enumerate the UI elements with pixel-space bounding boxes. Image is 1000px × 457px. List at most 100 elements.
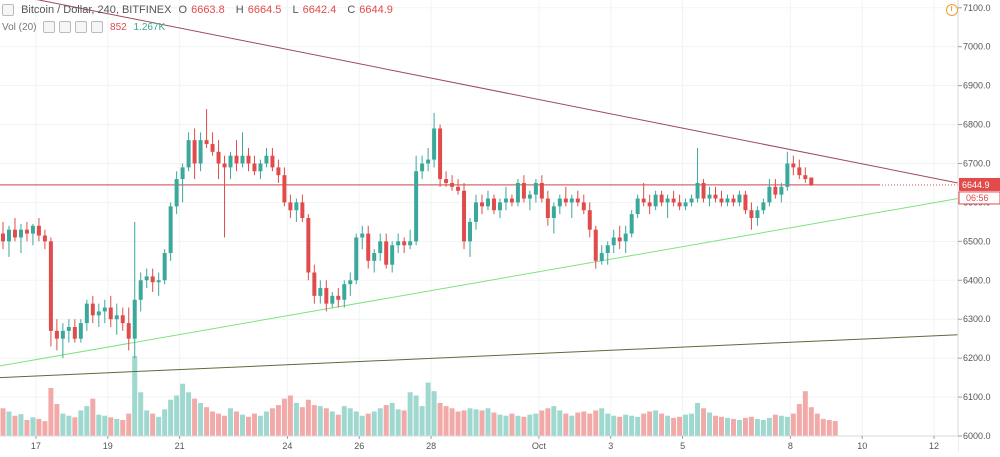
candle-body [198,140,203,164]
candle-body [288,202,293,211]
volume-bar [6,411,12,436]
candle-body [587,210,592,230]
candle-body [462,190,467,242]
candle-body [677,202,682,207]
candle-body [360,233,365,238]
volume-bar [263,411,269,436]
settings-icon[interactable] [59,21,72,33]
visibility-icon[interactable] [43,21,56,33]
candle-body [713,194,718,199]
volume-bar [557,410,563,436]
candle-body [791,163,796,168]
candle-body [396,241,401,246]
candle-body [258,163,263,172]
volume-bar [796,404,802,436]
volume-bar [329,411,335,436]
candle-body [384,241,389,265]
candle-body [509,198,514,203]
ohlc-high: H 6664.5 [235,4,282,16]
candle-body [48,241,53,331]
candle-body [605,245,610,254]
volume-bar [437,402,443,436]
volume-bar [754,418,760,436]
y-tick-label: 6800.0 [963,120,991,130]
candle-body [240,155,245,164]
candle-body [300,202,305,218]
volume-bar [443,406,449,436]
candle-body [438,128,443,180]
candle-body [773,186,778,195]
volume-bar [180,383,186,436]
candle-body [282,175,287,203]
candle-body [641,198,646,203]
volume-bar [730,418,736,436]
candle-body [497,202,502,211]
candle-body [324,288,329,304]
candle-body [629,214,634,234]
volume-bar [551,406,557,436]
candle-body [150,276,155,283]
volume-bar [269,408,275,436]
volume-bar [820,418,826,436]
volume-bar [611,415,617,436]
volume-bar [407,392,413,436]
candle-body [689,198,694,203]
volume-bar [251,413,257,436]
x-tick-label: 19 [103,441,113,451]
volume-bar [665,415,671,436]
candle-body [665,198,670,203]
candle-body [36,225,41,236]
volume-bar [18,414,24,436]
volume-bar [311,405,317,436]
volume-bar [198,402,204,436]
volume-bar [317,406,323,436]
volume-bar [766,417,772,436]
volume-bar [784,416,790,436]
x-tick-label: 21 [175,441,185,451]
x-tick-label: 17 [31,441,41,451]
volume-bar [144,410,150,436]
volume-bar [245,416,251,436]
candle-body [60,330,65,339]
volume-bar [216,413,222,436]
volume-bar [281,398,287,436]
volume-bar [701,408,707,436]
volume-bar [683,414,689,436]
volume-bar [222,415,228,436]
volume-bar [629,415,635,436]
volume-bar [659,413,665,436]
volume-bar [210,411,216,436]
candle-body [12,229,17,238]
volume-bar [545,408,551,436]
volume-bar [174,395,180,436]
volume-bar [497,414,503,436]
x-tick-label: Oct [532,441,547,451]
volume-bar [509,413,515,436]
candle-body [54,330,59,339]
symbol-title[interactable]: Bitcoin / Dollar, 240, BITFINEX [21,4,172,16]
volume-label[interactable]: Vol (20) [2,21,37,33]
candle-body [468,221,473,242]
candle-body [72,327,77,339]
candle-body [66,327,71,331]
clock-icon[interactable] [946,4,958,16]
y-tick-label: 6400.0 [963,275,991,285]
candle-body [785,163,790,187]
collapse-icon[interactable] [2,4,14,17]
volume-bar [790,413,796,436]
candle-body [557,198,562,207]
candle-body [611,237,616,246]
more-icon[interactable] [91,21,104,33]
candle-body [575,198,580,203]
close-icon[interactable] [75,21,88,33]
volume-bar [713,415,718,436]
y-tick-label: 6500.0 [963,236,991,246]
volume-bar [335,414,341,436]
volume-bar [341,406,347,436]
candle-body [743,194,748,211]
volume-bar [12,415,18,436]
volume-bar [102,415,108,436]
candle-body [192,140,197,164]
candle-body [336,295,341,300]
